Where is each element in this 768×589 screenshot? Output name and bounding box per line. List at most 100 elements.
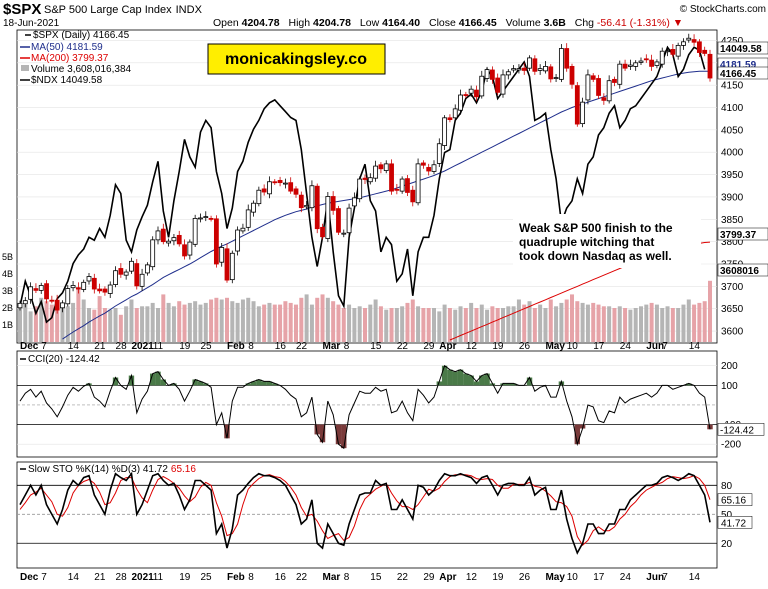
candle-body: [585, 74, 591, 101]
cci-overbought-fill: [505, 383, 512, 386]
volume-bar: [193, 301, 198, 342]
candle: [129, 257, 134, 274]
candle-body: [468, 88, 474, 94]
candle-body: [686, 37, 692, 41]
volume-bar: [665, 306, 670, 342]
candle: [463, 91, 469, 99]
volume-bar: [623, 308, 628, 342]
volume-bar: [225, 297, 229, 342]
candle-body: [691, 39, 697, 43]
volume-bar: [240, 299, 245, 342]
stoch-x-tick-label: 14: [689, 572, 701, 583]
candle: [617, 60, 623, 89]
candle-body: [33, 288, 39, 291]
candle: [229, 250, 235, 284]
candle-body: [474, 89, 479, 98]
volume-bar: [601, 306, 606, 342]
volume-tag: 3608016: [720, 266, 759, 277]
candle-body: [267, 181, 272, 195]
candle: [601, 93, 607, 105]
cci-tick-label: -200: [721, 440, 741, 451]
volume-bar: [410, 299, 415, 342]
volume-tag-bg: [717, 263, 768, 277]
candle-body: [505, 71, 511, 76]
candle: [251, 200, 256, 217]
ohlc-readout: Open 4204.78 High 4204.78 Low 4164.40 Cl…: [213, 17, 683, 29]
volume-bar: [490, 306, 495, 342]
volume-bar: [129, 299, 134, 342]
candle: [686, 33, 692, 43]
candle: [139, 268, 145, 291]
candle-body: [330, 196, 336, 211]
volume-bar: [708, 280, 712, 342]
volume-bar: [384, 309, 389, 342]
stoch-x-tick-label: 8: [344, 572, 350, 583]
candle: [468, 85, 474, 97]
volume-bar: [527, 301, 532, 342]
volume-bar: [320, 294, 325, 342]
cci-line: [19, 364, 711, 450]
stoch-x-tick-label: May: [545, 572, 565, 583]
candle: [654, 59, 660, 69]
candle-body: [707, 53, 713, 79]
stoch-k-tag-bg: [717, 516, 753, 529]
volume-bar: [612, 308, 617, 342]
volume-bar: [617, 306, 622, 342]
volume-bar: [49, 304, 54, 342]
candle-body: [160, 228, 166, 243]
candle-body: [458, 94, 463, 111]
candle: [256, 186, 262, 207]
candle: [484, 66, 490, 83]
candle-body: [298, 194, 304, 209]
volume-bar: [554, 306, 559, 342]
volume-bar: [166, 302, 171, 342]
candle-body: [543, 66, 548, 72]
price-tick-label: 4150: [721, 81, 744, 92]
source-credit: © StockCharts.com: [680, 4, 766, 15]
cci-tick-label: 200: [721, 361, 738, 372]
volume-bar: [570, 294, 574, 342]
volume-bar: [495, 308, 500, 342]
candle-body: [251, 202, 256, 213]
candle: [696, 39, 702, 58]
candle: [75, 282, 81, 294]
volume-bar: [134, 308, 139, 342]
volume-bar: [654, 304, 659, 342]
candle-body: [320, 226, 325, 238]
volume-bar: [304, 294, 309, 342]
candle: [681, 38, 686, 50]
cci-overbought-fill: [473, 381, 480, 386]
candle-body: [617, 63, 623, 85]
volume-bar: [39, 297, 44, 342]
volume-bar: [336, 304, 341, 342]
candle-body: [670, 49, 676, 55]
price-tick-label: 3650: [721, 304, 744, 315]
candle: [707, 49, 713, 82]
stoch-x-tick-label: 10: [567, 572, 579, 583]
candle: [44, 280, 49, 304]
candle-body: [288, 182, 294, 192]
candle-body: [357, 178, 363, 200]
volume-bar: [532, 308, 537, 342]
cci-overbought-fill: [479, 375, 485, 386]
stoch-x-tick-label: 24: [620, 572, 632, 583]
volume-bar: [246, 297, 251, 342]
stoch-x-tick-label: 17: [593, 572, 605, 583]
cci-overbought-fill: [468, 375, 474, 386]
volume-bar: [294, 304, 298, 342]
candle-body: [681, 41, 686, 46]
candle-body: [362, 177, 368, 180]
volume-bar: [692, 304, 697, 342]
volume-bar: [272, 304, 277, 342]
candle: [320, 223, 325, 240]
candle: [532, 55, 538, 75]
candle-body: [351, 197, 357, 207]
candle: [91, 273, 97, 294]
price-tick-label: 4100: [721, 103, 744, 114]
price-tick-label: 3700: [721, 282, 744, 293]
volume-bar: [469, 302, 474, 342]
candle-body: [86, 276, 92, 282]
candle-body: [219, 247, 225, 263]
cci-oversold-fill: [574, 424, 581, 445]
candle-body: [346, 207, 352, 234]
